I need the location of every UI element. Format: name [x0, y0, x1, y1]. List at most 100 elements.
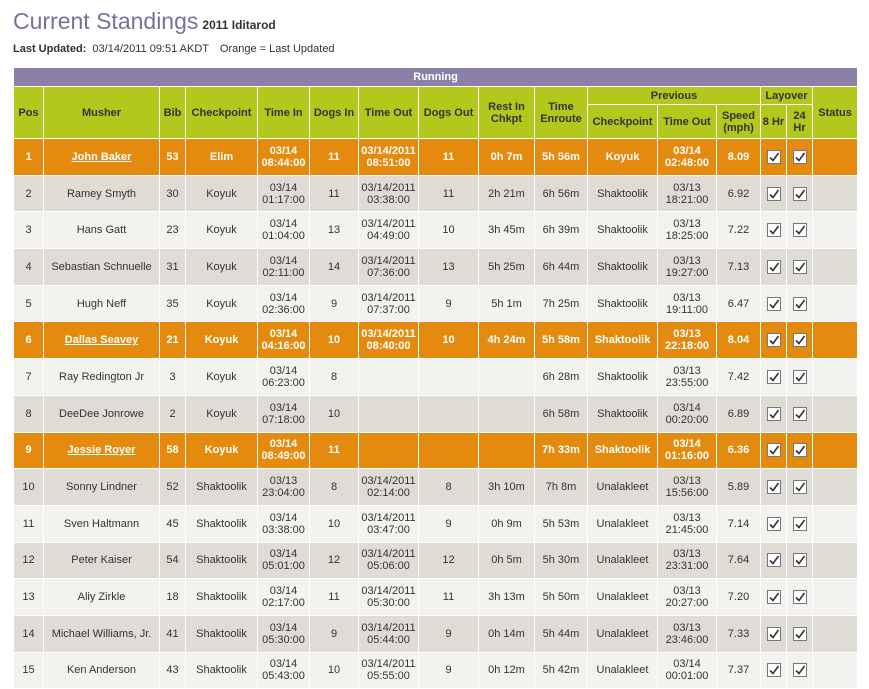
cell: Elim — [185, 138, 258, 176]
standings-row: 12 Peter Kaiser 54 Shaktoolik 03/14 05:01:00… — [13, 541, 859, 580]
cell: Shaktoolik — [185, 468, 258, 506]
cell: 03/13 23:04:00 — [257, 468, 310, 506]
layover-cell — [760, 468, 787, 506]
cell: 3h 45m — [478, 211, 535, 250]
checkbox — [766, 443, 781, 458]
standings-row: 3 Hans Gatt 23 Koyuk 03/14 01:04:00 13 03/14/2… — [13, 211, 859, 250]
page-title: Current Standings — [13, 8, 199, 34]
cell: Unalakleet — [587, 541, 658, 580]
checkbox — [766, 296, 781, 311]
checkbox — [766, 406, 781, 421]
checkbox — [766, 333, 781, 348]
cell: 10 — [309, 651, 359, 689]
table-caption: Running — [12, 67, 859, 87]
musher-link[interactable]: Dallas Seavey — [43, 321, 160, 360]
cell: 03/14/2011 05:06:00 — [358, 541, 419, 580]
cell: 5h 30m — [534, 541, 588, 580]
cell: 2 — [159, 394, 186, 433]
cell: 03/14/2011 03:47:00 — [358, 504, 419, 543]
cell: Shaktoolik — [587, 358, 658, 396]
cell: 03/13 18:21:00 — [657, 174, 717, 213]
cell: 03/14 01:04:00 — [257, 211, 310, 250]
column-header: Musher — [43, 86, 160, 139]
cell: Shaktoolik — [185, 614, 258, 653]
cell: 4h 24m — [478, 321, 535, 360]
cell: Shaktoolik — [185, 541, 258, 580]
cell: Shaktoolik — [185, 504, 258, 543]
musher-link[interactable]: Aliy Zirkle — [43, 578, 160, 616]
musher-link[interactable]: Ramey Smyth — [43, 174, 160, 213]
musher-link[interactable]: Michael Williams, Jr. — [43, 614, 160, 653]
cell: 11 — [309, 174, 359, 213]
cell: 6 — [13, 321, 44, 360]
checkbox — [766, 480, 781, 495]
cell: 13 — [13, 578, 44, 616]
musher-link[interactable]: Sonny Lindner — [43, 468, 160, 506]
standings-row: 5 Hugh Neff 35 Koyuk 03/14 02:36:00 9 03/14/20… — [13, 284, 859, 323]
layover-cell — [760, 358, 787, 396]
cell: 03/13 21:45:00 — [657, 504, 717, 543]
cell: Shaktoolik — [587, 284, 658, 323]
updated-label: Last Updated: — [13, 43, 87, 55]
layover-cell — [786, 394, 813, 433]
layover-cell — [760, 211, 787, 250]
cell: 7.22 — [716, 211, 761, 250]
checkbox — [792, 149, 807, 164]
standings-row: 11 Sven Haltmann 45 Shaktoolik 03/14 03:38:0… — [13, 504, 859, 543]
cell — [418, 394, 479, 433]
musher-link[interactable]: DeeDee Jonrowe — [43, 394, 160, 433]
column-header: Status — [811, 86, 859, 139]
status-cell — [811, 284, 859, 323]
status-cell — [811, 468, 859, 506]
cell: 14 — [13, 614, 44, 653]
cell: 45 — [159, 504, 186, 543]
cell: 9 — [309, 614, 359, 653]
status-cell — [811, 248, 859, 286]
layover-cell — [760, 174, 787, 213]
cell: 0h 12m — [478, 651, 535, 689]
cell: 5h 44m — [534, 614, 588, 653]
cell: Koyuk — [185, 284, 258, 323]
cell: 03/14 01:16:00 — [657, 431, 717, 470]
cell: 7.13 — [716, 248, 761, 286]
column-header: Checkpoint — [185, 86, 258, 139]
musher-link[interactable]: Peter Kaiser — [43, 541, 160, 580]
musher-link[interactable]: John Baker — [43, 138, 160, 176]
cell: 5h 50m — [534, 578, 588, 616]
cell: 2h 21m — [478, 174, 535, 213]
cell: 9 — [418, 614, 479, 653]
cell: 43 — [159, 651, 186, 689]
layover-cell — [786, 138, 813, 176]
cell: 58 — [159, 431, 186, 470]
layover-cell — [760, 504, 787, 543]
status-cell — [811, 504, 859, 543]
checkbox — [792, 516, 807, 531]
status-cell — [811, 174, 859, 213]
standings-row: 7 Ray Redington Jr 3 Koyuk 03/14 06:23:00 8 6h… — [13, 358, 859, 396]
musher-link[interactable]: Jessie Royer — [43, 431, 160, 470]
column-header: Dogs Out — [418, 86, 479, 139]
cell: 5h 42m — [534, 651, 588, 689]
musher-link[interactable]: Ken Anderson — [43, 651, 160, 689]
cell: 7.37 — [716, 651, 761, 689]
cell: 11 — [13, 504, 44, 543]
column-header: Time Out — [657, 104, 717, 139]
musher-link[interactable]: Hugh Neff — [43, 284, 160, 323]
cell: 5h 53m — [534, 504, 588, 543]
layover-cell — [786, 468, 813, 506]
cell — [418, 431, 479, 470]
column-header: Time In — [257, 86, 310, 139]
cell: 5.89 — [716, 468, 761, 506]
musher-link[interactable]: Sven Haltmann — [43, 504, 160, 543]
musher-link[interactable]: Sebastian Schnuelle — [43, 248, 160, 286]
cell: 7.20 — [716, 578, 761, 616]
cell: 10 — [309, 321, 359, 360]
cell: Shaktoolik — [185, 578, 258, 616]
musher-link[interactable]: Hans Gatt — [43, 211, 160, 250]
cell: Koyuk — [185, 248, 258, 286]
column-header: Speed (mph) — [716, 104, 761, 139]
cell: 03/14 07:18:00 — [257, 394, 310, 433]
checkbox — [766, 369, 781, 384]
musher-link[interactable]: Ray Redington Jr — [43, 358, 160, 396]
checkbox — [792, 553, 807, 568]
